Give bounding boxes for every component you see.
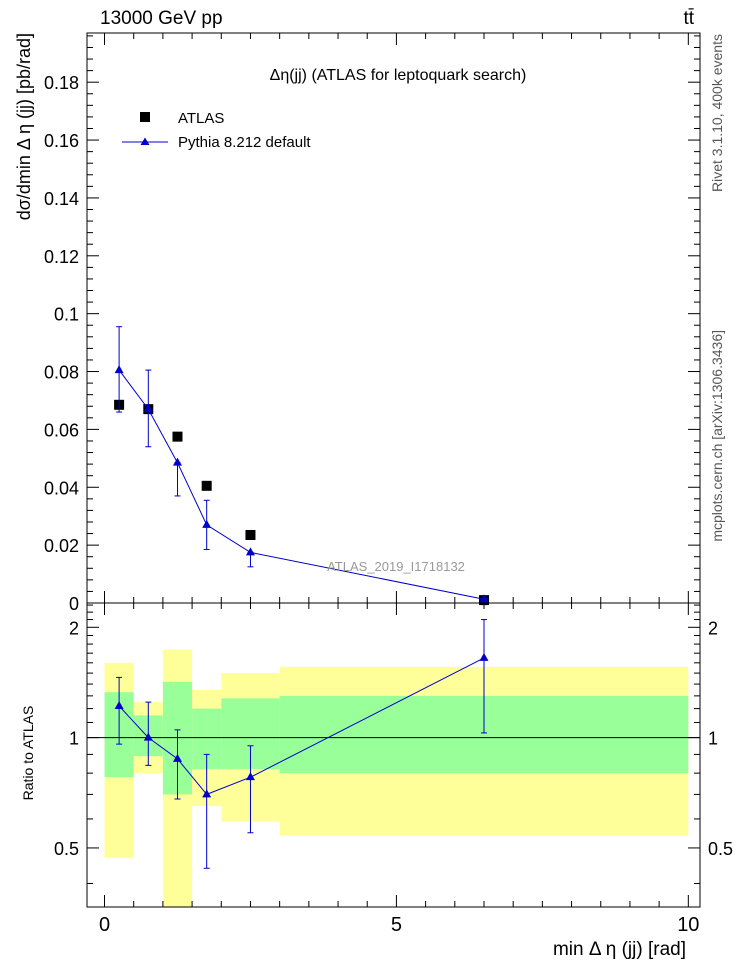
main-plot-area (114, 326, 489, 606)
mcplots-label: mcplots.cern.ch [arXiv:1306.3436] (709, 330, 725, 542)
ratio-y-tick-label-right: 2 (708, 618, 718, 638)
main-y-ticks: 0 0.02 0.04 0.06 0.08 0.1 0.12 0.14 0.16 0.18 (44, 33, 700, 614)
ratio-panel: 0.5 0.5 1 1 2 2 0 5 10 Ratio to ATLAS min Δ η (j… (20, 602, 733, 960)
atlas-data-point (201, 480, 212, 491)
ratio-uncertainty-bands (87, 649, 700, 907)
x-tick-label: 0 (99, 914, 110, 936)
pythia-data-point (114, 365, 124, 374)
legend-label-atlas: ATLAS (178, 110, 224, 127)
main-y-tick-label: 0.12 (44, 247, 79, 267)
ratio-y-axis-label: Ratio to ATLAS (20, 706, 36, 801)
header-right-label: tt̄ (683, 8, 694, 29)
main-y-tick-label: 0 (69, 594, 79, 614)
x-axis-label: min Δ η (jj) [rad] (553, 939, 686, 960)
main-panel: 0 0.02 0.04 0.06 0.08 0.1 0.12 0.14 0.16 0.18 Δη(… (14, 32, 701, 614)
pythia-data-point (143, 404, 153, 413)
main-y-tick-label: 0.14 (44, 189, 79, 209)
ratio-data-point (202, 789, 212, 798)
legend-marker-pythia (140, 137, 150, 145)
main-title: Δη(jj) (ATLAS for leptoquark search) (270, 67, 527, 84)
ratio-data-point (479, 652, 489, 661)
main-y-tick-label: 0.02 (44, 536, 79, 556)
ratio-data-point (143, 732, 153, 741)
main-y-tick-label: 0.08 (44, 363, 79, 383)
rivet-label: Rivet 3.1.10, 400k events (709, 34, 725, 192)
ratio-pythia-line (118, 657, 485, 795)
ratio-y-tick-label: 2 (69, 618, 79, 638)
pythia-data-point (245, 547, 255, 556)
ratio-data-point (245, 772, 255, 781)
main-y-tick-label: 0.16 (44, 131, 79, 151)
pythia-line (118, 369, 485, 600)
header-left-label: 13000 GeV pp (100, 8, 223, 29)
ratio-ticks: 0.5 0.5 1 1 2 2 0 5 10 (54, 603, 733, 936)
pythia-data-point (172, 457, 182, 466)
main-y-tick-label: 0.06 (44, 420, 79, 440)
main-y-tick-label: 0.1 (54, 305, 79, 325)
pythia-data-point (479, 594, 489, 603)
atlas-data-point (172, 431, 183, 442)
ratio-y-tick-label: 0.5 (54, 839, 79, 859)
legend: ATLAS Pythia 8.212 default (122, 110, 311, 151)
x-tick-label: 5 (391, 914, 402, 936)
watermark-label: ATLAS_2019_I1718132 (327, 559, 465, 574)
ratio-data-point (114, 700, 124, 709)
ratio-y-tick-label: 1 (69, 729, 79, 749)
x-tick-label: 10 (677, 914, 699, 936)
legend-marker-atlas (140, 112, 150, 122)
main-y-tick-label: 0.04 (44, 478, 79, 498)
ratio-plot-area (114, 619, 489, 869)
ratio-data-point (172, 753, 182, 762)
main-y-axis-label: dσ/dmin Δ η (jj) [pb/rad] (14, 33, 34, 220)
legend-label-pythia: Pythia 8.212 default (178, 134, 311, 151)
ratio-y-tick-label-right: 1 (708, 729, 718, 749)
atlas-data-point (245, 530, 256, 541)
pythia-data-point (202, 519, 212, 528)
main-y-tick-label: 0.18 (44, 73, 79, 93)
ratio-y-tick-label-right: 0.5 (708, 839, 733, 859)
ratio-frame (86, 602, 701, 908)
